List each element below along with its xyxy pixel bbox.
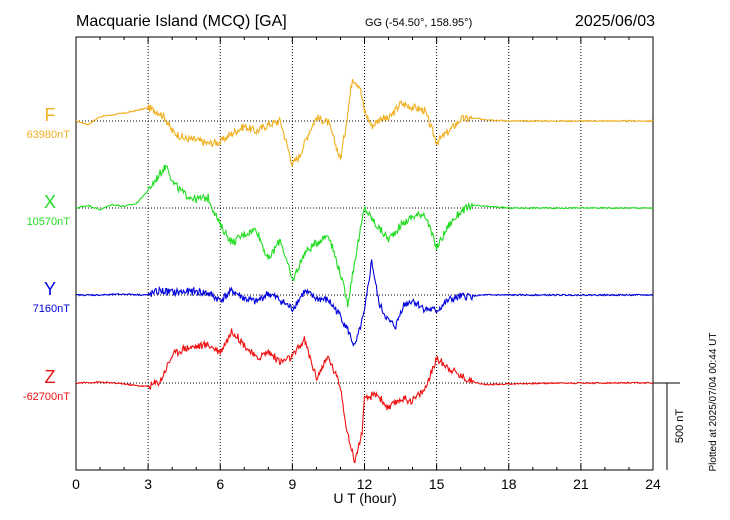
plotted-timestamp: Plotted at 2025/07/04 00:44 UT bbox=[708, 333, 719, 472]
x-tick-label-15: 15 bbox=[429, 476, 445, 492]
trace-Z bbox=[75, 328, 653, 464]
trace-F bbox=[75, 78, 654, 168]
scale-bar: 500 nT bbox=[653, 382, 686, 470]
x-axis-label: U T (hour) bbox=[333, 490, 396, 506]
series-labels: F 63980nT X 10570nT Y 7160nT Z -62700nT bbox=[23, 105, 70, 403]
station-title: Macquarie Island (MCQ) [GA] bbox=[76, 13, 287, 30]
series-name-Y: Y bbox=[44, 279, 56, 299]
series-name-X: X bbox=[44, 192, 56, 212]
x-tick-label-6: 6 bbox=[216, 476, 224, 492]
x-tick-label-9: 9 bbox=[288, 476, 296, 492]
x-tick-label-12: 12 bbox=[357, 476, 373, 492]
traces bbox=[75, 78, 654, 464]
series-baseline-F: 63980nT bbox=[27, 129, 71, 141]
scale-bar-label: 500 nT bbox=[674, 409, 686, 444]
trace-X bbox=[75, 164, 654, 308]
trace-Y bbox=[75, 259, 654, 348]
x-tick-label-18: 18 bbox=[501, 476, 517, 492]
x-tick-label-3: 3 bbox=[144, 476, 152, 492]
series-baseline-X: 10570nT bbox=[27, 216, 71, 228]
coordinates-label: GG (-54.50°, 158.95°) bbox=[365, 17, 472, 29]
grid bbox=[76, 37, 653, 470]
x-tick-label-0: 0 bbox=[72, 476, 80, 492]
x-axis: 0 3 6 9 12 15 18 21 24 bbox=[72, 37, 661, 492]
series-name-F: F bbox=[45, 105, 56, 125]
x-tick-label-21: 21 bbox=[573, 476, 589, 492]
date-label: 2025/06/03 bbox=[575, 13, 655, 30]
series-baseline-Y: 7160nT bbox=[33, 303, 71, 315]
series-baseline-Z: -62700nT bbox=[23, 391, 70, 403]
x-tick-label-24: 24 bbox=[645, 476, 661, 492]
series-name-Z: Z bbox=[45, 367, 56, 387]
